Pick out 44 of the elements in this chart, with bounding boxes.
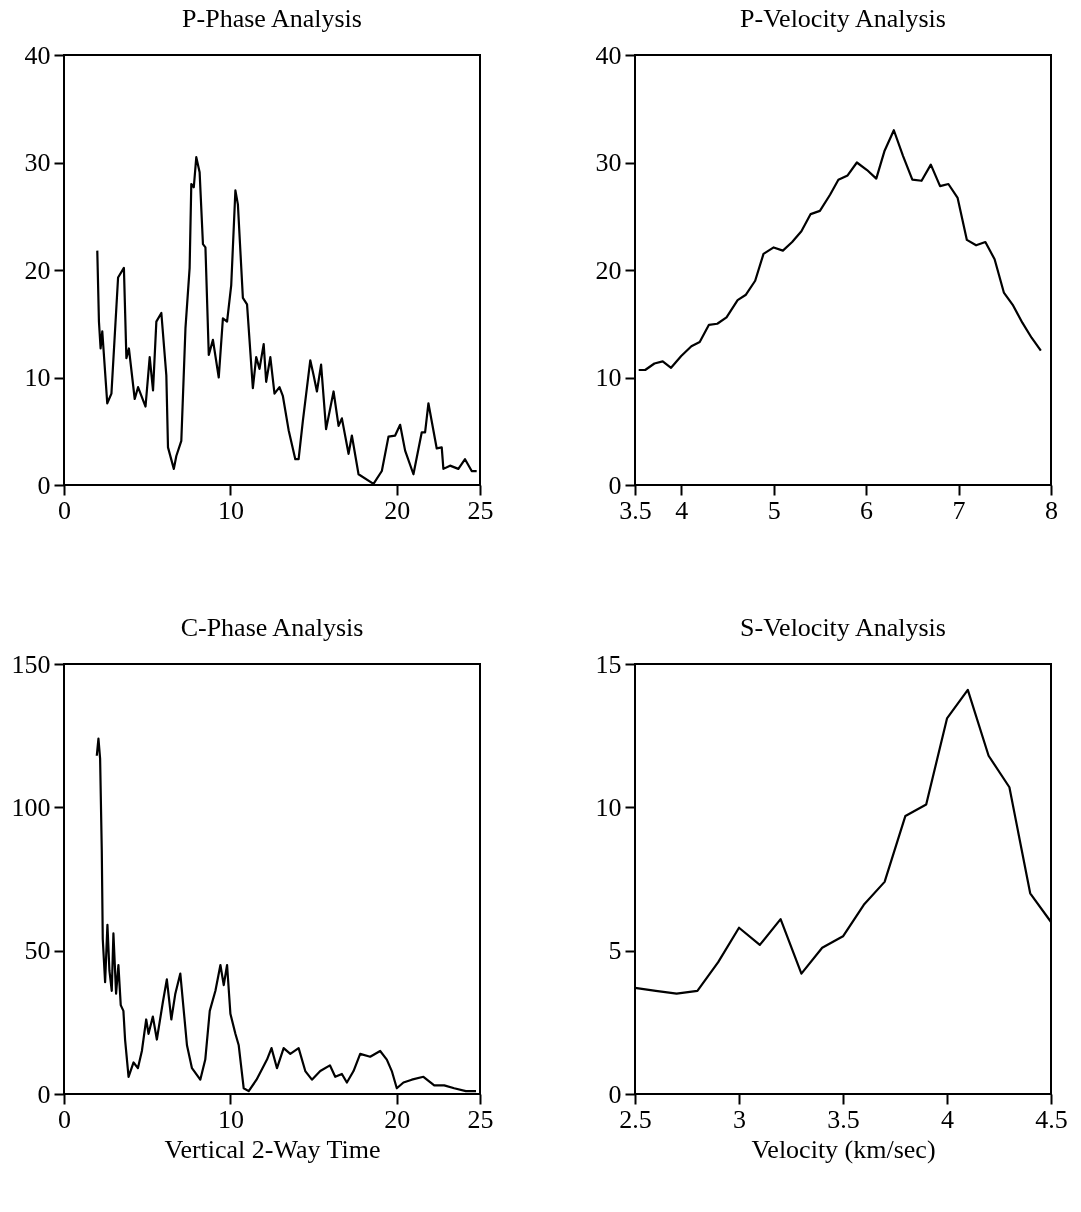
x-tick-label: 2.5 (619, 1104, 652, 1134)
x-tick-label: 20 (384, 495, 411, 525)
x-tick-label: 25 (467, 1104, 494, 1134)
y-tick-label: 0 (608, 470, 622, 500)
y-tick-label: 5 (608, 936, 622, 966)
x-tick-label: 6 (860, 495, 874, 525)
chart-title: P-Velocity Analysis (740, 4, 946, 33)
x-tick-label: 4 (941, 1104, 954, 1134)
x-tick-label: 3.5 (827, 1104, 860, 1134)
x-tick-label: 0 (58, 1104, 71, 1134)
chart-title: S-Velocity Analysis (740, 613, 946, 642)
x-axis-title: Vertical 2-Way Time (164, 1134, 381, 1164)
x-tick-label: 8 (1045, 495, 1058, 525)
chart-title: P-Phase Analysis (182, 4, 362, 33)
x-tick-label: 10 (217, 495, 244, 525)
y-tick-label: 100 (11, 792, 51, 822)
y-tick-label: 30 (24, 148, 51, 177)
x-tick-label: 3.5 (619, 495, 652, 525)
y-tick-label: 20 (595, 255, 622, 285)
y-tick-label: 0 (608, 1079, 622, 1109)
y-tick-label: 10 (24, 363, 51, 392)
x-tick-label: 3 (733, 1104, 746, 1134)
x-tick-label: 5 (767, 495, 781, 525)
y-tick-label: 0 (37, 470, 51, 500)
y-tick-label: 20 (24, 255, 51, 285)
y-tick-label: 40 (24, 40, 51, 70)
x-tick-label: 7 (952, 495, 966, 525)
y-tick-label: 50 (24, 936, 51, 966)
x-tick-label: 0 (58, 495, 71, 525)
x-axis-title: Velocity (km/sec) (751, 1134, 936, 1164)
y-tick-label: 30 (595, 148, 622, 177)
chart-title: C-Phase Analysis (180, 613, 364, 642)
y-tick-label: 10 (595, 363, 622, 392)
x-tick-label: 10 (217, 1104, 244, 1134)
y-tick-label: 15 (595, 649, 622, 679)
x-tick-label: 4 (675, 495, 689, 525)
y-tick-label: 10 (595, 792, 622, 822)
x-tick-label: 25 (467, 495, 494, 525)
y-tick-label: 0 (37, 1079, 51, 1109)
y-tick-label: 40 (595, 40, 622, 70)
y-tick-label: 150 (11, 649, 51, 679)
line-series (637, 129, 1042, 372)
x-tick-label: 4.5 (1035, 1104, 1068, 1134)
x-tick-label: 20 (384, 1104, 411, 1134)
